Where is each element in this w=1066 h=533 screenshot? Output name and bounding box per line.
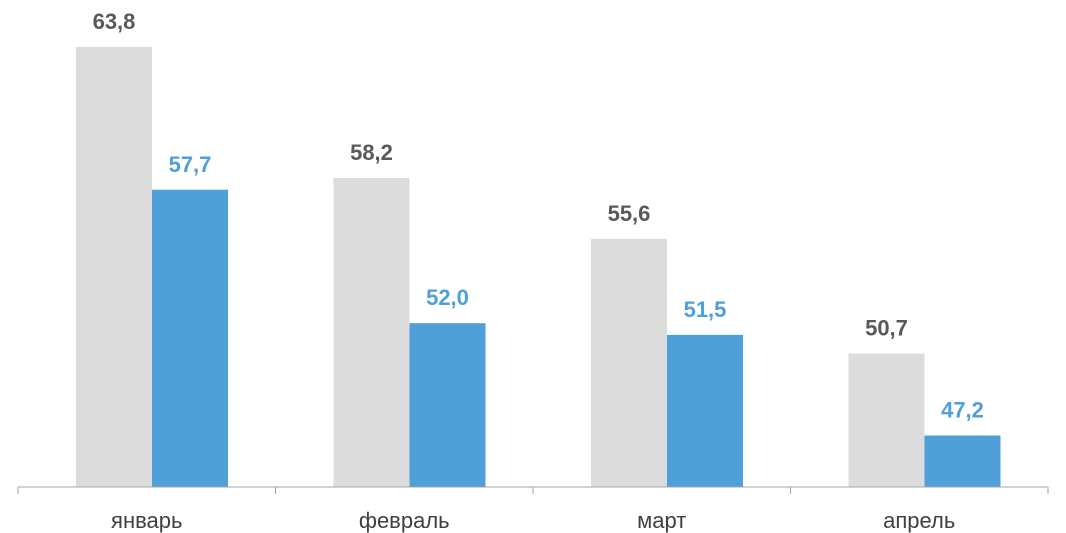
data-label-series-1-1: 63,8 xyxy=(93,9,136,34)
data-label-series-1-3: 55,6 xyxy=(608,201,651,226)
x-tick-label: апрель xyxy=(883,508,955,533)
data-label-series-2-1: 57,7 xyxy=(169,152,212,177)
bar-series-2-3 xyxy=(667,334,743,487)
x-tick-label: февраль xyxy=(359,508,450,533)
x-tick-label: январь xyxy=(111,508,182,533)
bar-series-1-3 xyxy=(591,238,667,487)
data-label-series-2-2: 52,0 xyxy=(426,285,469,310)
bar-series-1-1 xyxy=(76,47,152,487)
bar-series-2-2 xyxy=(409,323,486,487)
data-label-series-2-4: 47,2 xyxy=(941,398,984,423)
x-tick-label: март xyxy=(637,508,686,533)
data-label-series-1-2: 58,2 xyxy=(350,140,393,165)
bar-series-2-4 xyxy=(924,435,1001,487)
data-label-series-1-4: 50,7 xyxy=(865,316,908,341)
bar-series-1-2 xyxy=(333,178,410,487)
data-label-series-2-3: 51,5 xyxy=(684,297,727,322)
bar-series-2-1 xyxy=(152,189,228,487)
bar-series-1-4 xyxy=(848,353,925,487)
